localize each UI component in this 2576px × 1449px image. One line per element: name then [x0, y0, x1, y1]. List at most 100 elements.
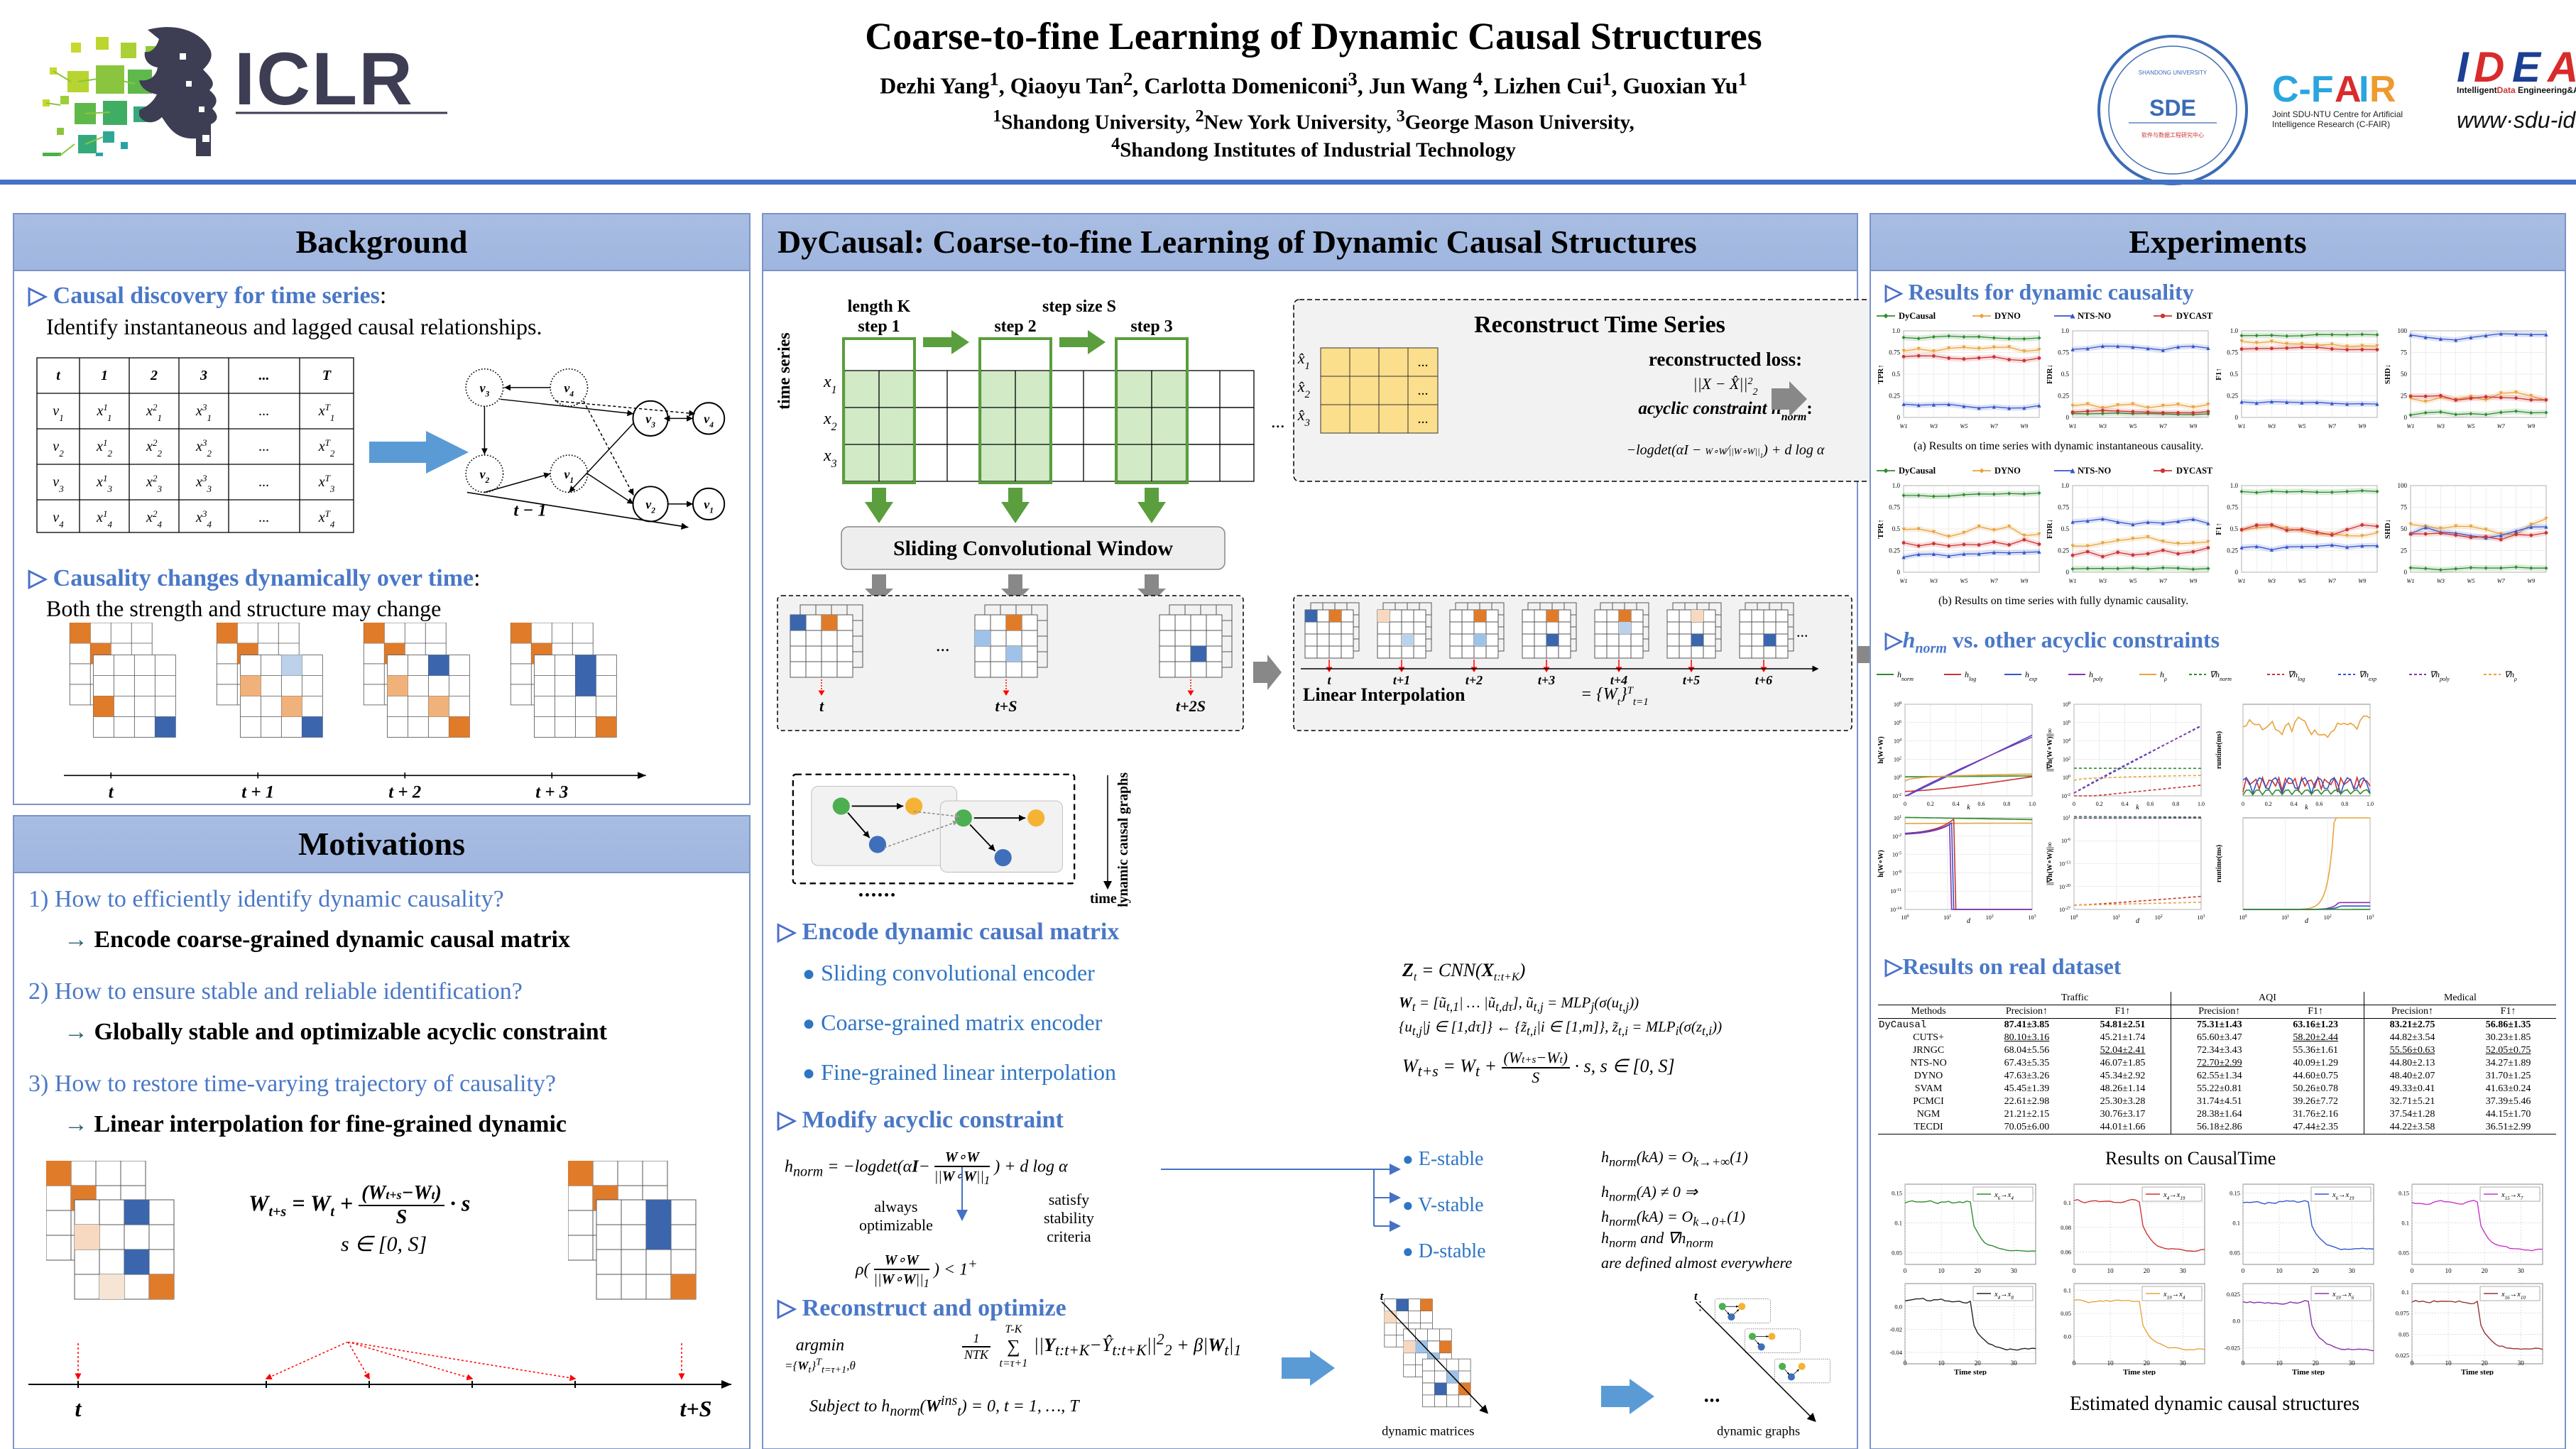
svg-text:10: 10 — [1938, 1267, 1945, 1274]
svg-text:W9: W9 — [2189, 578, 2198, 584]
svg-text:hpoly: hpoly — [2089, 669, 2103, 682]
svg-text:t+5: t+5 — [1683, 673, 1700, 687]
svg-text:100: 100 — [1901, 914, 1909, 921]
svg-text:10-27: 10-27 — [2059, 907, 2070, 913]
svg-text:x21: x21 — [146, 402, 162, 423]
svg-text:I: I — [2359, 69, 2369, 110]
svg-text:...: ... — [1796, 623, 1808, 640]
svg-text:W3: W3 — [2437, 423, 2445, 430]
svg-text:W1: W1 — [2068, 578, 2076, 584]
svg-text:0: 0 — [1897, 569, 1901, 576]
svg-text:∇hnorm: ∇hnorm — [2210, 669, 2232, 682]
svg-text:0.4: 0.4 — [2122, 801, 2129, 807]
svg-text:W5: W5 — [1960, 423, 1968, 430]
svg-text:W7: W7 — [2328, 578, 2337, 584]
svg-text:xT1: xT1 — [318, 402, 335, 423]
svg-text:30: 30 — [2518, 1267, 2525, 1274]
svg-text:30: 30 — [2180, 1360, 2187, 1367]
svg-text:∇hlog: ∇hlog — [2288, 669, 2305, 682]
svg-text:W3: W3 — [2268, 423, 2276, 430]
svg-text:t + 3: t + 3 — [535, 783, 568, 802]
svg-text:step 2: step 2 — [994, 317, 1036, 336]
svg-text:0.2: 0.2 — [2265, 801, 2272, 807]
svg-text:20: 20 — [1975, 1360, 1982, 1367]
svg-text:runtime(ms): runtime(ms) — [2215, 731, 2223, 769]
svg-text:d: d — [2136, 917, 2140, 924]
svg-text:0: 0 — [2073, 801, 2075, 807]
svg-text:10-6: 10-6 — [2061, 838, 2070, 844]
svg-text:0.0: 0.0 — [1894, 1303, 1902, 1310]
svg-text:0: 0 — [2073, 1360, 2076, 1367]
svg-text:x31: x31 — [195, 402, 212, 423]
svg-text:ICLR: ICLR — [234, 39, 414, 121]
svg-text:t + 1: t + 1 — [241, 783, 274, 802]
svg-text:0.1: 0.1 — [2401, 1289, 2409, 1296]
svg-text:0.75: 0.75 — [2227, 349, 2238, 356]
svg-text:R: R — [2369, 69, 2396, 110]
svg-text:hexp: hexp — [2025, 669, 2037, 682]
svg-text:xT3: xT3 — [318, 473, 335, 494]
svg-text:0.15: 0.15 — [2398, 1190, 2409, 1197]
svg-text:0.8: 0.8 — [2172, 801, 2179, 807]
svg-text:1.0: 1.0 — [2367, 801, 2374, 807]
svg-text:x1: x1 — [823, 373, 837, 396]
svg-text:v3: v3 — [53, 474, 64, 494]
svg-text:0.06: 0.06 — [2061, 1249, 2071, 1256]
svg-text:W9: W9 — [2358, 578, 2367, 584]
svg-text:dynamic graphs: dynamic graphs — [1717, 1424, 1800, 1438]
svg-text:v2: v2 — [645, 497, 655, 515]
svg-text:106: 106 — [2063, 720, 2070, 726]
svg-text:...: ... — [259, 439, 270, 454]
svg-text:W1: W1 — [2406, 578, 2414, 584]
svg-text:hρ: hρ — [2160, 669, 2167, 682]
svg-text:10-2: 10-2 — [1892, 833, 1901, 840]
svg-text:W3: W3 — [2099, 423, 2107, 430]
svg-text:10: 10 — [2276, 1267, 2283, 1274]
svg-text:20: 20 — [2313, 1267, 2320, 1274]
svg-text:reconstructed loss:: reconstructed loss: — [1649, 349, 1802, 370]
svg-text:10: 10 — [1938, 1360, 1945, 1367]
svg-text:SHD↓: SHD↓ — [2384, 519, 2392, 539]
svg-text:20: 20 — [2144, 1267, 2151, 1274]
svg-text:100: 100 — [2063, 775, 2070, 781]
svg-text:10: 10 — [2107, 1267, 2114, 1274]
svg-text:0.075: 0.075 — [2396, 1310, 2409, 1317]
svg-text:x2: x2 — [823, 410, 837, 433]
svg-text:0.05: 0.05 — [2061, 1310, 2071, 1317]
svg-text:0: 0 — [2404, 414, 2408, 421]
svg-text:...: ... — [259, 510, 270, 525]
svg-text:k: k — [2305, 804, 2308, 810]
svg-text:0: 0 — [2242, 1360, 2245, 1367]
svg-text:W3: W3 — [2099, 578, 2107, 584]
svg-text:...: ... — [1418, 354, 1429, 370]
svg-text:2: 2 — [150, 368, 158, 383]
svg-text:0.1: 0.1 — [2063, 1287, 2071, 1294]
svg-text:20: 20 — [2482, 1360, 2489, 1367]
svg-text:SHD↓: SHD↓ — [2384, 364, 2392, 384]
svg-text:0.25: 0.25 — [2227, 547, 2238, 554]
svg-text:x32: x32 — [195, 437, 212, 459]
svg-text:v2: v2 — [480, 467, 490, 485]
svg-text:W3: W3 — [1930, 578, 1938, 584]
svg-text:0.5: 0.5 — [2230, 371, 2239, 378]
svg-text:0.025: 0.025 — [2227, 1291, 2240, 1298]
svg-text:v1: v1 — [704, 497, 714, 515]
svg-text:0: 0 — [1904, 1267, 1907, 1274]
svg-text:1.0: 1.0 — [2230, 482, 2239, 489]
svg-text:Time step: Time step — [1954, 1368, 1987, 1375]
svg-text:0.6: 0.6 — [2315, 801, 2323, 807]
svg-text:102: 102 — [2324, 914, 2332, 921]
svg-text:101: 101 — [2063, 815, 2070, 821]
svg-text:10-20: 10-20 — [2059, 884, 2070, 890]
svg-text:10-5: 10-5 — [1892, 852, 1901, 858]
svg-text:10: 10 — [2445, 1360, 2452, 1367]
svg-text:W7: W7 — [2159, 578, 2168, 584]
svg-text:Time step: Time step — [2292, 1368, 2325, 1375]
svg-text:0: 0 — [1897, 414, 1901, 421]
svg-text:v3: v3 — [480, 381, 490, 398]
svg-text:0.75: 0.75 — [1889, 504, 1900, 511]
svg-text:−logdet(αI − W∘W⁄||W∘W||1) + d: −logdet(αI − W∘W⁄||W∘W||1) + d log α — [1627, 442, 1825, 459]
svg-text:1.0: 1.0 — [1892, 327, 1901, 334]
svg-text:102: 102 — [1986, 914, 1994, 921]
svg-text:...: ... — [259, 368, 270, 383]
